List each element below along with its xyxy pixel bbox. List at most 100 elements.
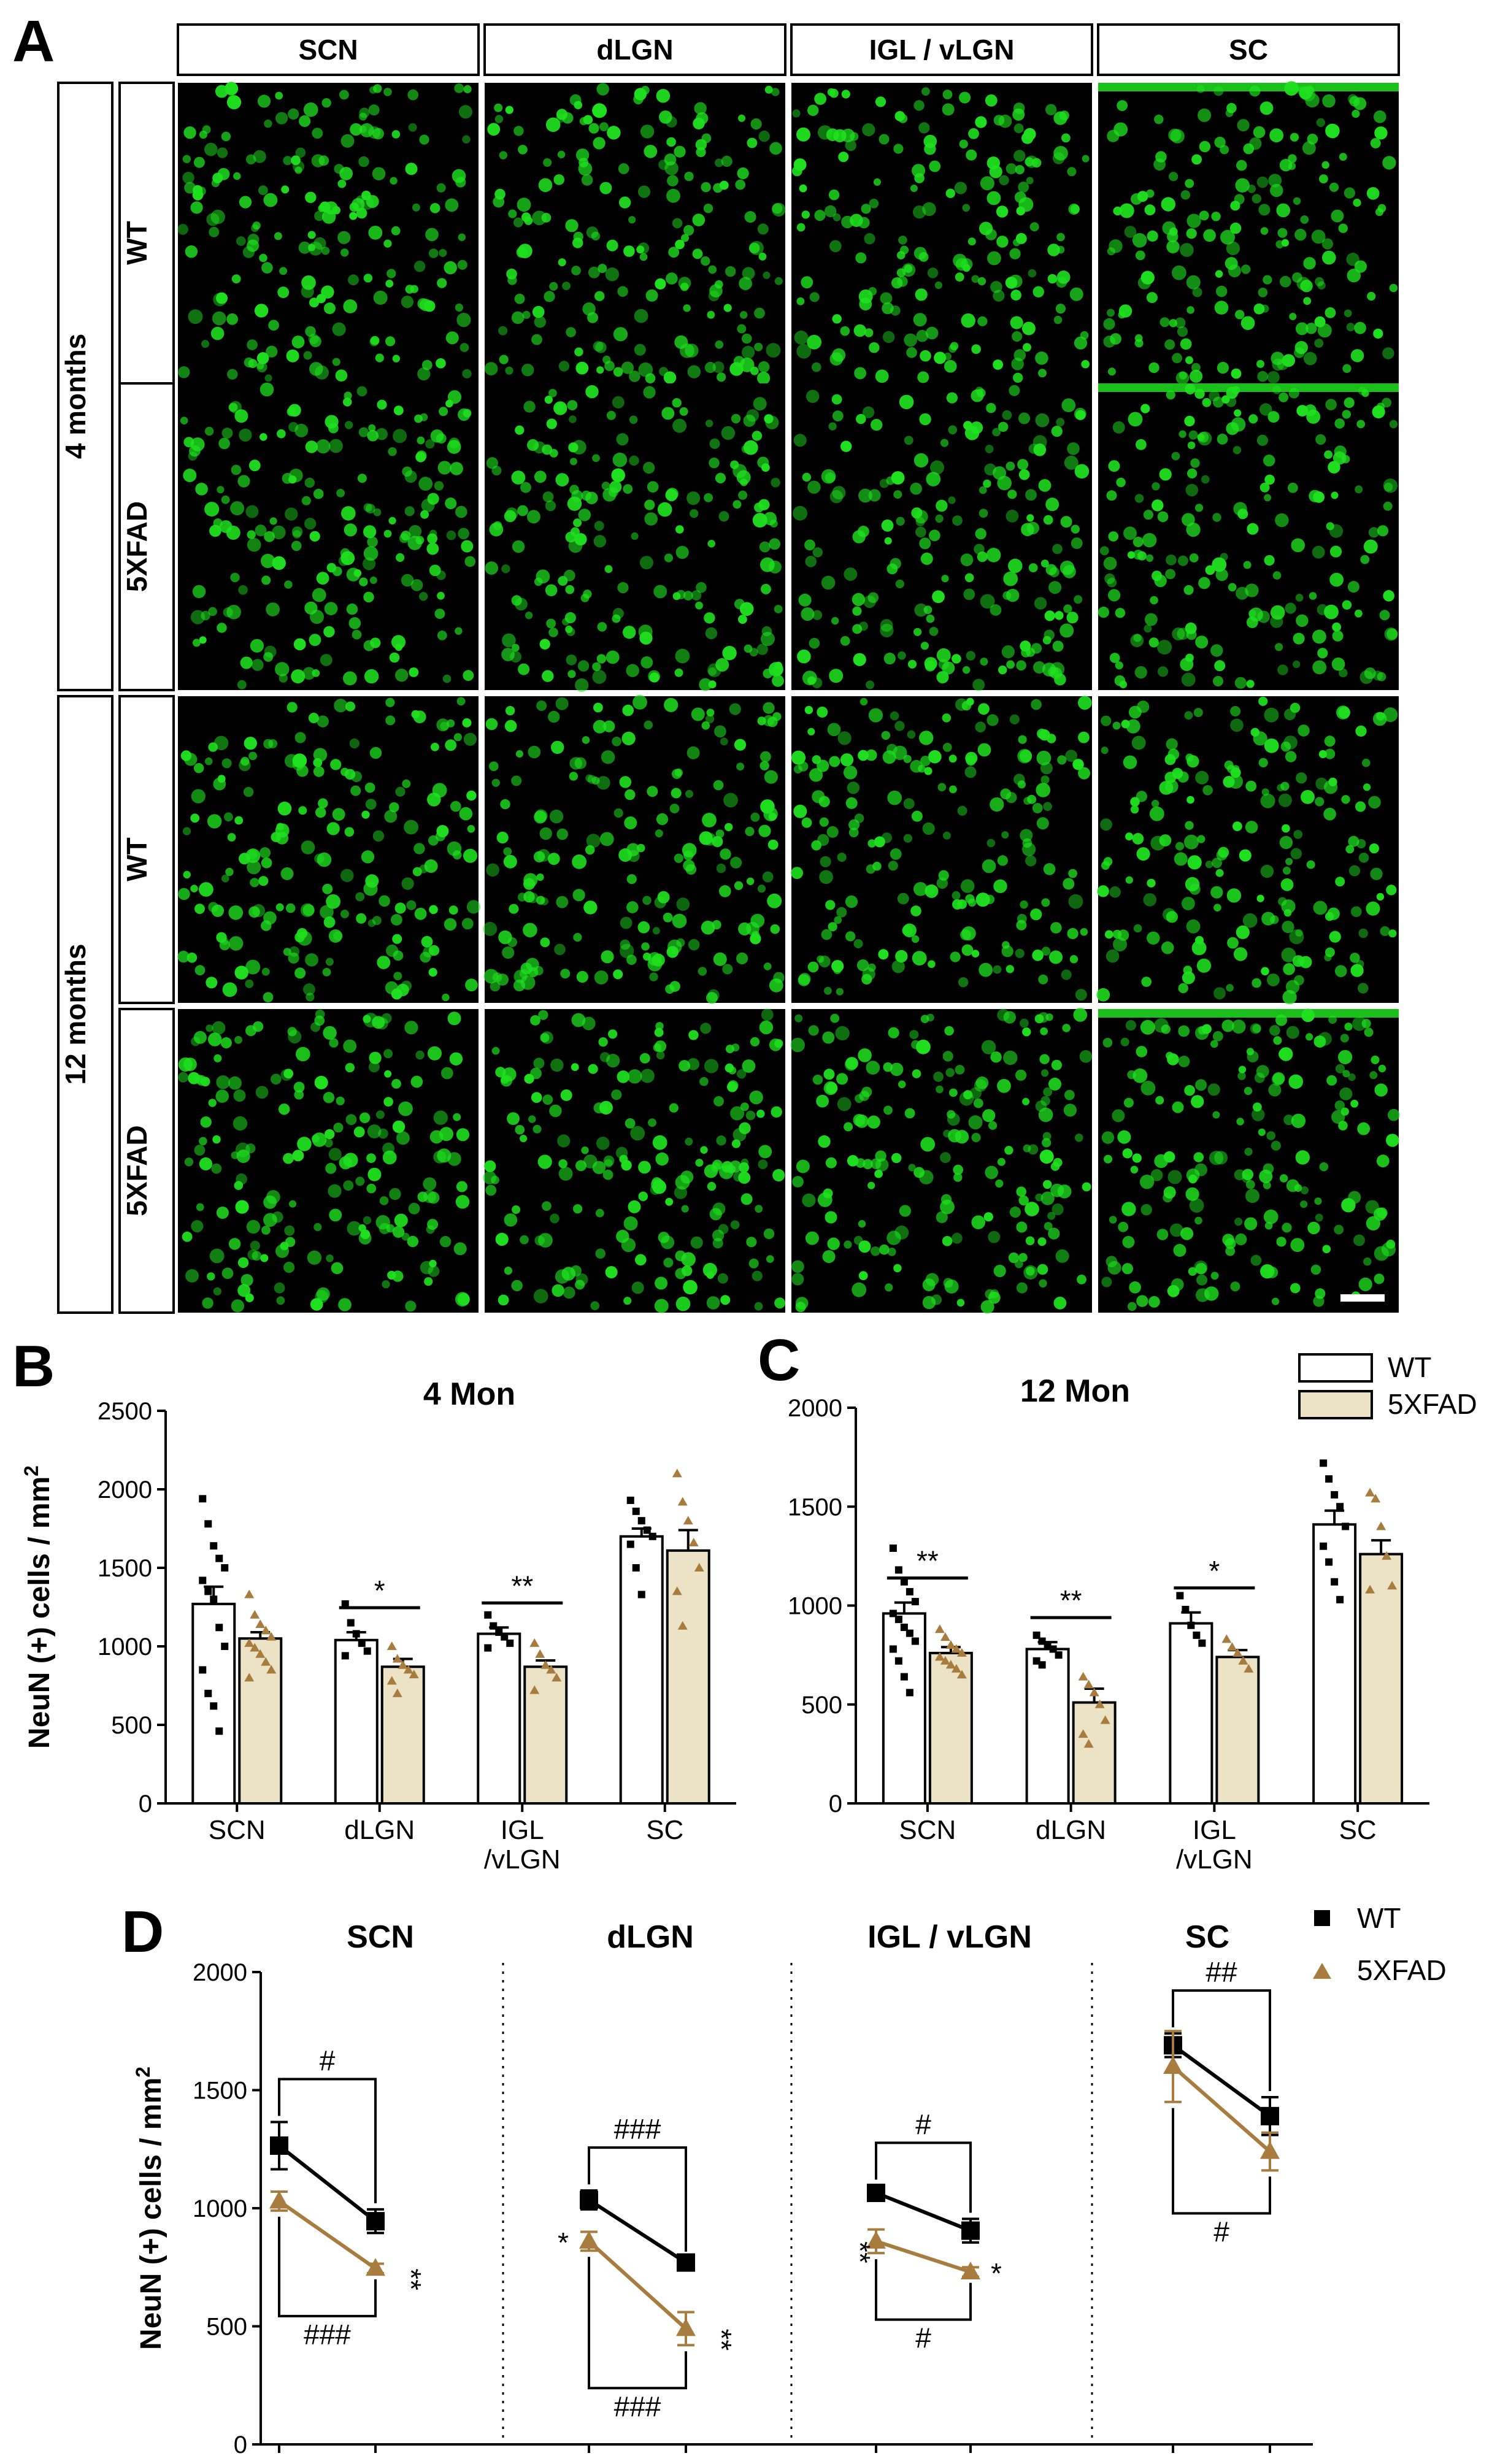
neuron-cell [1296,614,1309,627]
neuron-cell [263,652,274,662]
neuron-cell [942,713,952,723]
neuron-cell [1325,748,1336,759]
neuron-cell [1067,442,1080,455]
neuron-cell [1356,960,1364,969]
neuron-cell [208,1099,217,1107]
neuron-cell [1212,858,1222,869]
neuron-cell [1190,369,1203,383]
neuron-cell [1033,443,1047,456]
neuron-cell [1025,1236,1035,1246]
neuron-cell [227,369,238,380]
neuron-cell [893,1264,902,1273]
neuron-cell [622,704,634,716]
neuron-cell [961,313,975,328]
neuron-cell [891,960,905,973]
neuron-cell [1354,260,1367,273]
neuron-cell [255,524,267,537]
neuron-cell [1006,509,1019,523]
neuron-cell [391,914,402,926]
neuron-cell [1028,269,1037,278]
y-tick-label: 0 [829,1790,842,1817]
neuron-cell [542,670,554,682]
neuron-cell [685,1137,693,1146]
neuron-cell [1325,947,1335,958]
genotype-label-box [118,382,175,691]
neuron-cell [502,946,515,959]
neuron-cell [1294,340,1308,355]
neuron-cell [754,342,763,351]
neuron-cell [1359,670,1374,684]
neuron-cell [318,798,328,808]
neuron-cell [1108,589,1121,602]
neuron-cell [313,748,328,762]
neuron-cell [1302,141,1316,155]
neuron-cell [209,1248,225,1264]
neuron-cell [340,767,349,777]
neuron-cell [455,303,464,312]
neuron-cell [1043,863,1056,875]
neuron-cell [944,352,952,361]
neuron-cell [212,1021,226,1035]
neuron-cell [1117,100,1128,112]
neuron-cell [858,1271,868,1281]
neuron-cell [1230,718,1244,732]
neuron-cell [1041,1069,1049,1077]
neuron-cell [311,154,325,167]
neuron-cell [628,216,636,224]
data-point-wt [894,1616,902,1624]
neuron-cell [1386,1240,1396,1249]
neuron-cell [982,1109,996,1123]
neuron-cell [845,895,858,908]
neuron-cell [1192,287,1202,297]
neuron-cell [1061,398,1076,412]
bar-5xfad [1215,1656,1260,1805]
neuron-cell [524,1073,534,1084]
neuron-cell [1279,1174,1288,1183]
neuron-cell [455,1195,470,1209]
neuron-cell [1055,304,1066,314]
neuron-cell [363,546,379,561]
neuron-cell [816,1094,829,1108]
neuron-cell [216,292,228,304]
neuron-cell [1108,460,1120,472]
data-point-wt [270,2136,288,2155]
neuron-cell [638,624,653,639]
neuron-cell [485,1184,496,1196]
neuron-cell [1279,1047,1293,1061]
neuron-cell [284,754,299,768]
neuron-cell [676,589,686,600]
neuron-cell [1245,1180,1255,1189]
neuron-cell [955,1065,965,1075]
neuron-cell [731,1139,741,1148]
neuron-cell [1080,928,1088,936]
neuron-cell [1237,119,1250,132]
neuron-cell [264,645,277,658]
neuron-cell [820,856,831,867]
neuron-cell [1225,1246,1236,1256]
neuron-cell [342,397,352,407]
neuron-cell [979,509,988,518]
neuron-cell [254,304,269,318]
neuron-cell [1241,264,1251,274]
neuron-cell [209,226,220,237]
neuron-cell [795,1302,806,1313]
neuron-cell [321,247,330,255]
neuron-cell [369,1051,382,1064]
neuron-cell [832,486,846,500]
neuron-cell [753,397,767,411]
neuron-cell [1040,1096,1050,1106]
neuron-cell [712,1229,725,1242]
neuron-cell [727,1081,738,1092]
neuron-cell [1025,155,1038,168]
neuron-cell [1198,108,1212,122]
neuron-cell [213,518,223,528]
data-point-wt [341,1652,349,1660]
neuron-cell [574,347,583,356]
neuron-cell [798,761,809,772]
neuron-cell [691,590,702,601]
neuron-cell [874,1169,883,1178]
neuron-cell [297,1137,312,1151]
neuron-cell [1157,511,1169,523]
neuron-cell [1073,1008,1088,1022]
neuron-cell [963,1090,973,1100]
